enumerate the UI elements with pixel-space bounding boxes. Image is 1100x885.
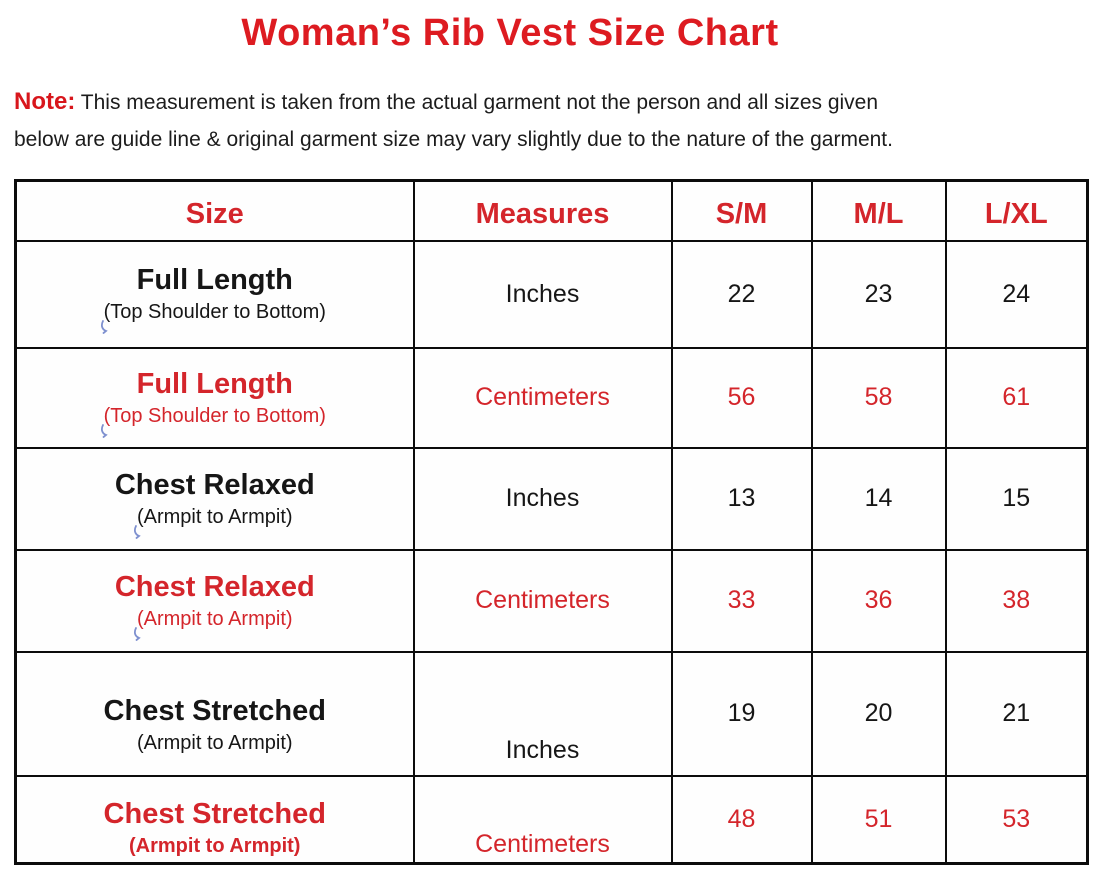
- note-text-line2: below are guide line & original garment …: [14, 128, 893, 151]
- note-text-line1: This measurement is taken from the actua…: [80, 91, 879, 114]
- size-sub-label: (Armpit to Armpit): [133, 606, 293, 641]
- value-cell-ml: 20: [810, 650, 947, 777]
- value-cell-lxl: 24: [944, 239, 1089, 349]
- size-sub-label: (Armpit to Armpit): [133, 504, 293, 539]
- size-cell: Full Length (Top Shoulder to Bottom): [14, 239, 415, 349]
- value-cell-lxl: 21: [944, 650, 1089, 777]
- size-name-label: Chest Relaxed: [114, 468, 315, 501]
- measure-label: Centimeters: [412, 548, 673, 653]
- value-cell-ml: 14: [810, 446, 947, 551]
- blue-squiggle-icon: [99, 320, 111, 335]
- size-sub-label: (Top Shoulder to Bottom): [100, 403, 326, 438]
- value-cell-ml: 36: [810, 548, 947, 653]
- value-cell-ml: 23: [810, 239, 947, 349]
- blue-squiggle-icon: [132, 626, 144, 642]
- size-name-label: Chest Relaxed: [114, 570, 315, 603]
- size-sub-label: (Armpit to Armpit): [136, 731, 293, 754]
- size-name-label: Full Length: [136, 264, 293, 296]
- size-name-label: Chest Stretched: [103, 798, 326, 830]
- value-cell-sm: 33: [670, 548, 813, 653]
- value-cell-sm: 13: [670, 446, 813, 551]
- page-title: Woman’s Rib Vest Size Chart: [241, 12, 779, 54]
- size-cell: Chest Relaxed (Armpit to Armpit): [14, 446, 415, 551]
- value-cell-sm: 56: [670, 346, 813, 449]
- measure-label: Inches: [412, 446, 673, 551]
- table-row: Chest Stretched (Armpit to Armpit) Centi…: [14, 774, 1089, 865]
- size-cell: Chest Stretched (Armpit to Armpit): [14, 774, 415, 865]
- size-cell: Chest Stretched (Armpit to Armpit): [14, 650, 415, 777]
- value-cell-ml: 51: [810, 774, 947, 865]
- note-label: Note:: [14, 88, 76, 115]
- value-cell-sm: 19: [670, 650, 813, 777]
- table-row: Full Length (Top Shoulder to Bottom) Cen…: [14, 346, 1089, 449]
- size-cell: Full Length (Top Shoulder to Bottom): [14, 346, 415, 449]
- header-cell-sm: S/M: [670, 179, 813, 242]
- table-row: Chest Relaxed (Armpit to Armpit) Inches …: [14, 446, 1089, 551]
- header-cell-ml: M/L: [810, 179, 947, 242]
- measure-label: Inches: [412, 650, 673, 777]
- size-name-label: Full Length: [136, 367, 293, 400]
- blue-squiggle-icon: [99, 423, 111, 439]
- value-cell-lxl: 15: [944, 446, 1089, 551]
- header-cell-size: Size: [14, 179, 415, 242]
- note: Note: This measurement is taken from the…: [14, 83, 1004, 158]
- value-cell-lxl: 61: [944, 346, 1089, 449]
- value-cell-ml: 58: [810, 346, 947, 449]
- size-cell: Chest Relaxed (Armpit to Armpit): [14, 548, 415, 653]
- measure-label: Centimeters: [412, 774, 673, 865]
- value-cell-lxl: 53: [944, 774, 1089, 865]
- header-row: Size Measures S/M M/L L/XL: [14, 179, 1089, 242]
- table-row: Chest Stretched (Armpit to Armpit) Inche…: [14, 650, 1089, 777]
- size-chart-table: Size Measures S/M M/L L/XL Full Length (…: [14, 179, 1089, 865]
- header-cell-measures: Measures: [412, 179, 673, 242]
- table-row: Full Length (Top Shoulder to Bottom) Inc…: [14, 239, 1089, 349]
- value-cell-sm: 48: [670, 774, 813, 865]
- value-cell-sm: 22: [670, 239, 813, 349]
- header-cell-lxl: L/XL: [944, 179, 1089, 242]
- size-sub-label: (Top Shoulder to Bottom): [100, 299, 326, 334]
- value-cell-lxl: 38: [944, 548, 1089, 653]
- table-row: Chest Relaxed (Armpit to Armpit) Centime…: [14, 548, 1089, 653]
- blue-squiggle-icon: [132, 524, 144, 540]
- measure-label: Inches: [412, 239, 673, 349]
- measure-label: Centimeters: [412, 346, 673, 449]
- size-name-label: Chest Stretched: [103, 694, 326, 727]
- size-sub-label: (Armpit to Armpit): [129, 835, 301, 857]
